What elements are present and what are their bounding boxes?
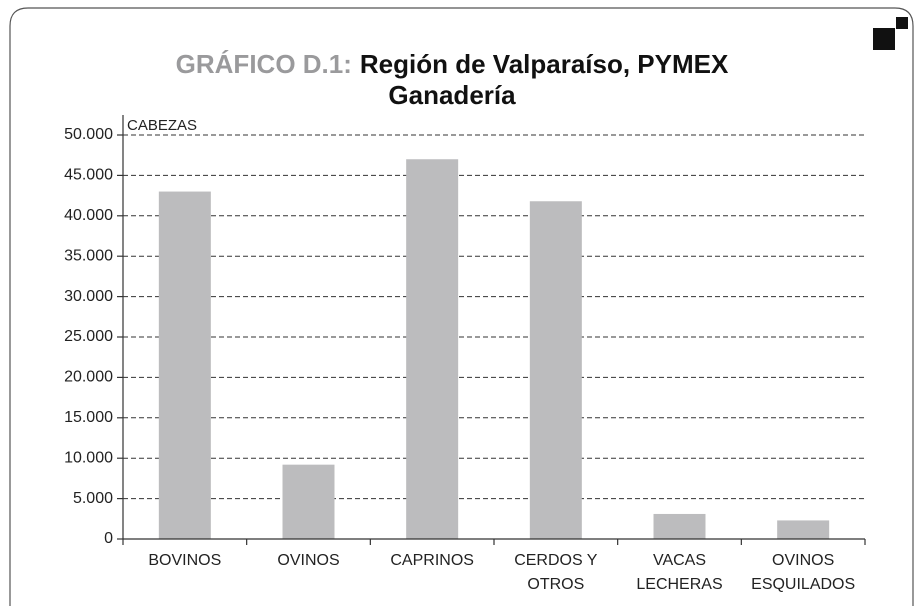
x-tick-label: VACAS xyxy=(653,552,706,569)
y-tick-label: 20.000 xyxy=(64,369,113,386)
decoration xyxy=(873,28,895,50)
bar xyxy=(282,464,335,539)
x-tick-label: CERDOS Y xyxy=(514,552,598,569)
chart-title: Región de Valparaíso, PYMEX xyxy=(360,49,729,79)
x-tick-label: ESQUILADOS xyxy=(751,576,855,593)
decoration xyxy=(896,17,908,29)
frame xyxy=(9,7,914,606)
x-tick-label: BOVINOS xyxy=(148,552,221,569)
y-tick-label: 0 xyxy=(104,530,113,547)
x-tick-label: OVINOS xyxy=(772,552,834,569)
bar xyxy=(653,513,706,539)
bar xyxy=(529,201,582,540)
x-tick-label: OTROS xyxy=(527,576,584,593)
x-tick-label: LECHERAS xyxy=(636,576,722,593)
y-axis-label: CABEZAS xyxy=(127,117,197,134)
x-tick-label: OVINOS xyxy=(277,552,339,569)
y-tick-label: 30.000 xyxy=(64,288,113,305)
chart-title-prefix: GRÁFICO D.1: xyxy=(176,49,352,79)
y-tick-label: 25.000 xyxy=(64,328,113,345)
chart-title: Ganadería xyxy=(388,80,516,110)
y-tick-label: 10.000 xyxy=(64,449,113,466)
y-tick-label: 5.000 xyxy=(73,490,113,507)
x-tick-label: CAPRINOS xyxy=(390,552,474,569)
bar xyxy=(406,159,459,540)
bar xyxy=(777,520,830,539)
y-tick-label: 15.000 xyxy=(64,409,113,426)
y-tick-label: 40.000 xyxy=(64,207,113,224)
y-tick-label: 45.000 xyxy=(64,167,113,184)
bar xyxy=(158,191,211,539)
y-tick-label: 35.000 xyxy=(64,247,113,264)
y-tick-label: 50.000 xyxy=(64,126,113,143)
